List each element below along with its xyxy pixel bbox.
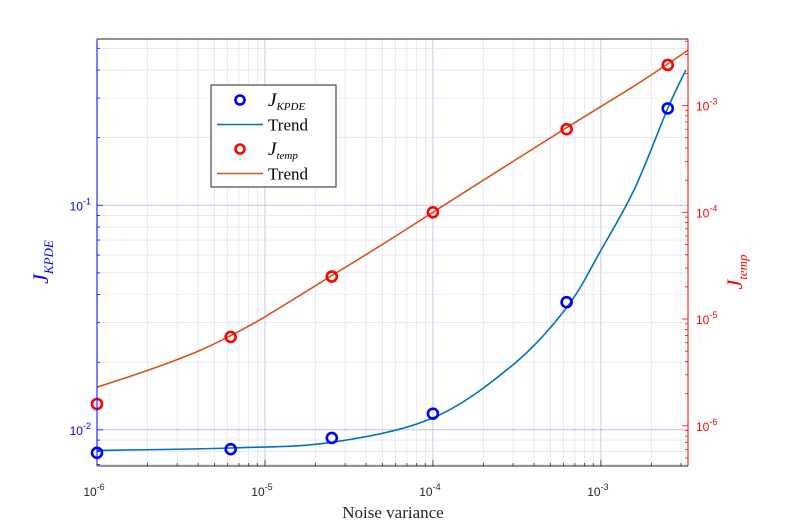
left-y-axis-label-sub: KPDE [41, 240, 56, 275]
right-y-tick-label-exponent: -5 [709, 310, 717, 320]
trend-line-right [96, 49, 689, 388]
trend-line-left [96, 69, 687, 452]
left-y-tick-label-exponent: -2 [83, 421, 91, 431]
data-point-left [661, 102, 675, 115]
plot-area [97, 39, 688, 466]
right-y-tick-label: 10-3 [696, 97, 717, 114]
x-tick-label-exponent: -4 [433, 482, 441, 492]
data-point-left [325, 431, 339, 445]
data-point-right [661, 58, 675, 72]
right-y-axis-label: Jtemp [722, 254, 750, 290]
right-y-axis-label-sub: temp [735, 254, 750, 280]
right-y-tick-label-base: 10 [696, 100, 710, 114]
x-tick-label: 10-6 [83, 482, 104, 499]
right-y-tick-label: 10-4 [696, 203, 717, 220]
x-tick-label-exponent: -6 [97, 482, 105, 492]
right-y-tick-label-base: 10 [696, 313, 710, 327]
x-tick-label: 10-5 [251, 482, 272, 499]
left-y-axis-label-main: J [28, 273, 53, 284]
x-tick-label-exponent: -3 [601, 482, 609, 492]
right-y-tick-label-exponent: -6 [709, 417, 717, 427]
legend-label: Jtemp [268, 139, 298, 162]
grid-layer [96, 39, 688, 466]
x-tick-label: 10-4 [419, 482, 440, 499]
legend-label-main: J [268, 139, 278, 160]
left-y-axis-label: JKPDE [28, 240, 56, 284]
x-tick-label: 10-3 [587, 482, 608, 499]
right-y-tick-label: 10-6 [696, 417, 717, 434]
legend-box [210, 84, 337, 188]
left-y-tick-label: 10-1 [70, 196, 91, 213]
x-tick-label-base: 10 [83, 485, 97, 499]
x-tick-label-exponent: -5 [265, 482, 273, 492]
right-y-tick-label-base: 10 [696, 420, 710, 434]
legend-marker [234, 94, 246, 106]
data-point-right [560, 122, 573, 136]
data-point-right [426, 205, 440, 219]
x-tick-label-base: 10 [251, 485, 265, 499]
right-y-tick-label-exponent: -4 [709, 203, 717, 213]
legend-label: Trend [268, 165, 308, 184]
left-y-tick-label: 10-2 [70, 421, 91, 438]
data-point-left [224, 442, 237, 456]
left-y-tick-label-base: 10 [70, 424, 84, 438]
right-y-tick-label-exponent: -3 [709, 97, 717, 107]
legend-label-sub: temp [276, 150, 298, 162]
left-y-tick-label-base: 10 [70, 199, 84, 213]
legend-label: JKPDE [268, 90, 305, 113]
legend-label-sub: KPDE [275, 101, 305, 113]
axes-layer: 10-6 10-5 10-4 10-310-210-110-610-510-410-3 [70, 38, 717, 499]
right-y-tick-label-base: 10 [696, 206, 710, 220]
legend-marker [234, 143, 246, 155]
data-point-left [560, 295, 573, 309]
x-tick-label-base: 10 [419, 485, 433, 499]
left-y-tick-label-exponent: -1 [83, 196, 91, 206]
data-point-right [325, 270, 339, 283]
legend-label-main: J [268, 90, 278, 111]
x-axis-label: Noise variance [342, 503, 443, 522]
data-point-left [426, 407, 440, 420]
data-point-right [224, 330, 237, 344]
right-y-tick-label: 10-5 [696, 310, 717, 327]
x-tick-label-base: 10 [587, 485, 601, 499]
legend-label: Trend [268, 116, 308, 135]
right-y-axis-label-main: J [722, 279, 747, 290]
